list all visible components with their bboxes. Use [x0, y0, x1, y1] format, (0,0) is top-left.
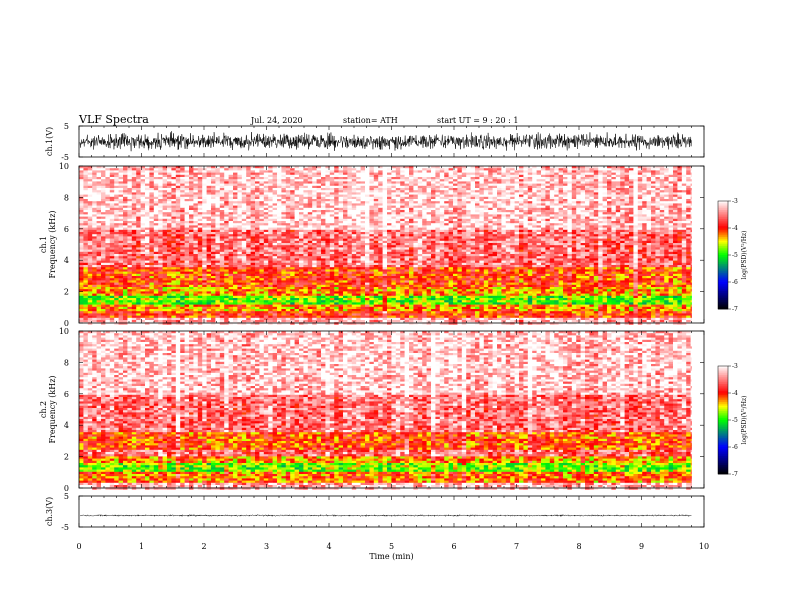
y-tick-label: 0 [64, 319, 69, 328]
y-tick-label: 6 [64, 390, 69, 399]
channel-label: ch.1 [39, 236, 48, 253]
ch1-spectrogram-panel: 10 8 6 4 2 0 ch.1 Frequency (kHz) -3 -4 -5 -6 -7 log(… [39, 162, 748, 328]
y-tick-label: 4 [64, 256, 69, 265]
colorbar-label: log(PSD)(V²/Hz) [741, 231, 748, 280]
waveform-trace [79, 513, 692, 518]
x-tick-label: 3 [264, 542, 269, 551]
spectrogram-cells [79, 166, 692, 325]
colorbar-tick-label: -6 [732, 279, 738, 286]
colorbar [717, 200, 729, 310]
date-label: Jul. 24, 2020 [250, 116, 303, 125]
channel-label: ch.2 [39, 401, 48, 418]
colorbar-tick-label: -6 [732, 444, 738, 451]
x-tick-label: 9 [639, 542, 644, 551]
ch3-waveform-panel: 5 -5 0 1 2 3 4 5 6 7 8 9 10 Time (min) ch.3(V) [45, 492, 709, 561]
x-tick-label: 10 [699, 542, 709, 551]
y-tick-label: 2 [64, 453, 69, 462]
y-axis-label: Frequency (kHz) [48, 375, 57, 443]
station-label: station= ATH [343, 116, 398, 125]
y-tick-label: 5 [64, 492, 69, 501]
y-tick-label: -5 [61, 153, 69, 162]
ch2-spectrogram-panel: 10 8 6 4 2 0 ch.2 Frequency (kHz) -3 -4 -5 -6 -7 log(… [39, 327, 748, 493]
colorbar-tick-label: -3 [732, 198, 738, 205]
x-axis-label: Time (min) [369, 552, 413, 561]
y-tick-label: -5 [61, 523, 69, 532]
colorbar-tick-label: -7 [732, 306, 738, 313]
colorbar-tick-label: -3 [732, 363, 738, 370]
figure-header: VLF Spectra Jul. 24, 2020 station= ATH s… [78, 113, 518, 126]
colorbar [717, 365, 729, 475]
y-tick-label: 10 [59, 162, 69, 171]
x-tick-label: 4 [326, 542, 331, 551]
y-axis-label: ch.3(V) [45, 497, 54, 526]
plot-frame [78, 495, 705, 528]
y-tick-label: 6 [64, 225, 69, 234]
x-tick-label: 2 [201, 542, 206, 551]
x-tick-label: 5 [389, 542, 394, 551]
x-tick-label: 6 [451, 542, 456, 551]
ch1-waveform-panel: 5 -5 ch.1(V) [45, 122, 705, 162]
colorbar-tick-label: -4 [732, 225, 738, 232]
spectrogram-cells [79, 331, 692, 490]
y-axis-label: Frequency (kHz) [48, 210, 57, 278]
colorbar-tick-label: -5 [732, 252, 738, 259]
y-tick-label: 5 [64, 122, 69, 131]
figure-title: VLF Spectra [78, 113, 149, 126]
y-tick-label: 8 [64, 193, 69, 202]
x-tick-label: 8 [576, 542, 581, 551]
start-time-label: start UT = 9 : 20 : 1 [437, 116, 518, 125]
x-tick-label: 1 [139, 542, 144, 551]
y-axis-label: ch.1(V) [45, 127, 54, 156]
y-tick-label: 0 [64, 484, 69, 493]
waveform-trace [79, 131, 692, 152]
x-tick-label: 0 [76, 542, 81, 551]
colorbar-tick-label: -7 [732, 471, 738, 478]
x-tick-label: 7 [514, 542, 519, 551]
colorbar-tick-label: -5 [732, 417, 738, 424]
y-tick-label: 8 [64, 358, 69, 367]
colorbar-tick-label: -4 [732, 390, 738, 397]
colorbar-label: log(PSD)(V²/Hz) [741, 396, 748, 445]
y-tick-label: 4 [64, 421, 69, 430]
y-tick-label: 10 [59, 327, 69, 336]
y-tick-label: 2 [64, 288, 69, 297]
